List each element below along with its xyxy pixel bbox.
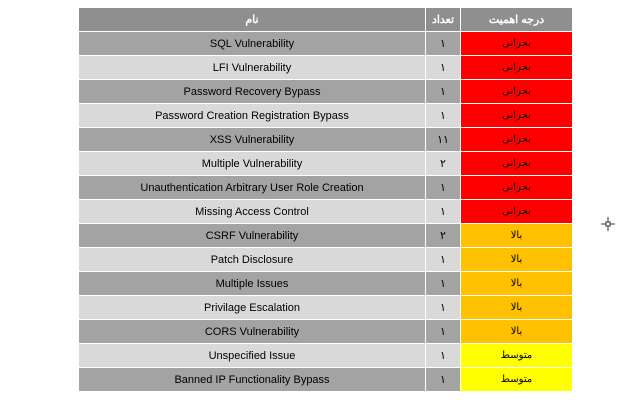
severity-cell: بحرانی — [460, 55, 573, 80]
table-row: Banned IP Functionality Bypass ۱ متوسط — [78, 367, 573, 392]
vulnerability-name-cell: SQL Vulnerability — [78, 31, 426, 56]
severity-cell: بحرانی — [460, 103, 573, 128]
severity-cell: بالا — [460, 319, 573, 344]
table-row: Multiple Vulnerability ۲ بحرانی — [78, 151, 573, 176]
header-name: نام — [78, 7, 426, 32]
table-row: CORS Vulnerability ۱ بالا — [78, 319, 573, 344]
vulnerability-name-cell: Password Recovery Bypass — [78, 79, 426, 104]
vulnerability-name-cell: Privilage Escalation — [78, 295, 426, 320]
vulnerability-name-cell: Unauthentication Arbitrary User Role Cre… — [78, 175, 426, 200]
vulnerability-name-cell: Password Creation Registration Bypass — [78, 103, 426, 128]
count-cell: ۱ — [425, 79, 461, 104]
move-cursor-icon — [601, 217, 615, 231]
count-cell: ۱ — [425, 31, 461, 56]
table-row: Password Creation Registration Bypass ۱ بح… — [78, 103, 573, 128]
severity-cell: بالا — [460, 271, 573, 296]
severity-cell: بحرانی — [460, 199, 573, 224]
vulnerability-name-cell: XSS Vulnerability — [78, 127, 426, 152]
table-row: Privilage Escalation ۱ بالا — [78, 295, 573, 320]
table-row: SQL Vulnerability ۱ بحرانی — [78, 31, 573, 56]
vulnerability-name-cell: Multiple Vulnerability — [78, 151, 426, 176]
count-cell: ۱ — [425, 247, 461, 272]
table-row: Password Recovery Bypass ۱ بحرانی — [78, 79, 573, 104]
vulnerability-name-cell: LFI Vulnerability — [78, 55, 426, 80]
count-cell: ۱ — [425, 295, 461, 320]
count-cell: ۲ — [425, 151, 461, 176]
count-cell: ۱ — [425, 343, 461, 368]
table-row: LFI Vulnerability ۱ بحرانی — [78, 55, 573, 80]
count-cell: ۱ — [425, 175, 461, 200]
count-cell: ۱ — [425, 55, 461, 80]
count-cell: ۱ — [425, 319, 461, 344]
severity-cell: بحرانی — [460, 175, 573, 200]
vulnerability-table: نام تعداد درجه اهمیت SQL Vulnerability ۱ ب… — [78, 7, 573, 392]
severity-cell: بالا — [460, 247, 573, 272]
severity-cell: بحرانی — [460, 31, 573, 56]
vulnerability-name-cell: CSRF Vulnerability — [78, 223, 426, 248]
severity-cell: بالا — [460, 223, 573, 248]
vulnerability-name-cell: Multiple Issues — [78, 271, 426, 296]
severity-cell: بالا — [460, 295, 573, 320]
vulnerability-name-cell: Patch Disclosure — [78, 247, 426, 272]
count-cell: ۱۱ — [425, 127, 461, 152]
severity-cell: متوسط — [460, 367, 573, 392]
vulnerability-name-cell: Missing Access Control — [78, 199, 426, 224]
severity-cell: بحرانی — [460, 127, 573, 152]
table-header-row: نام تعداد درجه اهمیت — [78, 7, 573, 32]
table-row: Multiple Issues ۱ بالا — [78, 271, 573, 296]
table-row: Unspecified Issue ۱ متوسط — [78, 343, 573, 368]
count-cell: ۱ — [425, 367, 461, 392]
count-cell: ۱ — [425, 103, 461, 128]
count-cell: ۱ — [425, 199, 461, 224]
vulnerability-name-cell: CORS Vulnerability — [78, 319, 426, 344]
vulnerability-name-cell: Unspecified Issue — [78, 343, 426, 368]
vulnerability-name-cell: Banned IP Functionality Bypass — [78, 367, 426, 392]
table-row: XSS Vulnerability ۱۱ بحرانی — [78, 127, 573, 152]
severity-cell: بحرانی — [460, 151, 573, 176]
severity-cell: متوسط — [460, 343, 573, 368]
header-count: تعداد — [425, 7, 461, 32]
table-row: Patch Disclosure ۱ بالا — [78, 247, 573, 272]
table-row: Missing Access Control ۱ بحرانی — [78, 199, 573, 224]
header-severity: درجه اهمیت — [460, 7, 573, 32]
table-row: Unauthentication Arbitrary User Role Cre… — [78, 175, 573, 200]
severity-cell: بحرانی — [460, 79, 573, 104]
count-cell: ۱ — [425, 271, 461, 296]
table-row: CSRF Vulnerability ۲ بالا — [78, 223, 573, 248]
count-cell: ۲ — [425, 223, 461, 248]
